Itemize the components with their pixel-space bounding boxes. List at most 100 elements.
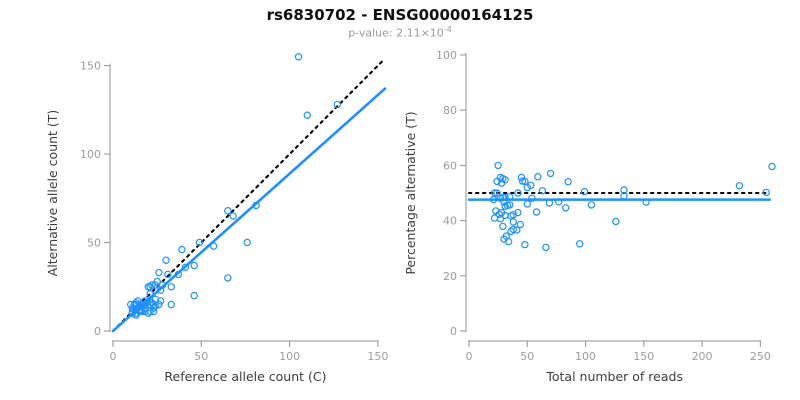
pvalue-text: p-value: 2.11×10 (348, 26, 444, 40)
data-point (506, 193, 514, 201)
data-point (224, 206, 232, 215)
x-tick-label: 0 (110, 350, 117, 363)
y-tick-label: 80 (443, 104, 457, 117)
x-axis-title: Reference allele count (C) (164, 369, 326, 384)
data-point (181, 263, 190, 271)
data-point (141, 304, 149, 312)
y-axis-title: Alternative allele count (T) (45, 110, 60, 277)
x-tick-label: 100 (279, 350, 300, 363)
x-axis-title: Total number of reads (545, 369, 683, 384)
data-point (506, 201, 514, 209)
fit-line (111, 87, 387, 333)
data-point (762, 188, 770, 197)
data-point (252, 201, 260, 210)
data-point (509, 225, 517, 234)
left-scatter-panel: 0 50 100 150 0 50 100 150 Reference allele count… (45, 53, 388, 384)
data-point (735, 182, 744, 190)
data-point (490, 214, 499, 222)
x-tick-label: 50 (194, 350, 208, 363)
data-point (523, 183, 532, 192)
data-point (555, 198, 563, 206)
x-tick-label: 150 (367, 350, 388, 363)
data-point (507, 212, 515, 220)
data-point (224, 274, 232, 282)
data-point (141, 297, 149, 305)
data-point (768, 162, 776, 171)
data-point (164, 270, 172, 279)
data-point (195, 238, 204, 247)
y-tick-label: 20 (443, 270, 457, 283)
data-point (513, 226, 521, 234)
data-point (532, 208, 541, 216)
data-point (516, 220, 525, 229)
data-point (156, 297, 165, 305)
data-point (499, 174, 507, 183)
y-tick-label: 60 (443, 159, 457, 172)
x-tick-label: 100 (575, 350, 596, 363)
data-point (499, 222, 507, 231)
data-point (542, 243, 550, 252)
data-point (243, 238, 251, 247)
data-point (528, 194, 536, 202)
x-tick-label: 150 (633, 350, 654, 363)
data-point (174, 270, 183, 279)
data-point (132, 299, 140, 307)
data-point (493, 177, 501, 186)
y-axis-title: Percentage alternative (T) (403, 111, 418, 274)
pvalue-exponent: -4 (443, 25, 452, 34)
data-point (153, 277, 161, 286)
data-point (155, 268, 163, 277)
data-point (514, 208, 522, 217)
identity-line (111, 57, 387, 333)
data-point (137, 302, 145, 310)
data-point (333, 100, 341, 109)
x-tick-label: 250 (750, 350, 771, 363)
data-point (162, 256, 170, 264)
data-point (167, 300, 175, 309)
data-point (534, 172, 542, 181)
data-point (490, 189, 499, 197)
data-point (501, 202, 509, 210)
data-point (564, 177, 572, 186)
data-point (190, 291, 198, 300)
data-point (494, 161, 502, 170)
data-point (521, 177, 529, 186)
data-point (130, 306, 138, 314)
data-point (546, 169, 555, 178)
data-point (148, 281, 156, 289)
data-point (620, 192, 628, 200)
data-point (155, 300, 163, 309)
data-point (576, 240, 584, 248)
data-point (642, 198, 650, 206)
data-point (521, 240, 529, 249)
data-point (294, 53, 303, 61)
y-tick-label: 50 (87, 237, 101, 250)
data-point (500, 198, 508, 206)
x-tick-label: 0 (466, 350, 473, 363)
data-point (209, 242, 218, 250)
y-tick-label: 0 (450, 325, 457, 338)
data-point (538, 187, 547, 195)
data-point (146, 290, 154, 298)
data-point (146, 307, 154, 316)
data-point (156, 286, 165, 294)
data-point (587, 201, 596, 209)
data-point (509, 218, 517, 226)
data-point (167, 283, 175, 291)
data-point (178, 245, 186, 254)
y-tick-label: 100 (436, 49, 457, 62)
y-tick-label: 0 (94, 325, 101, 338)
y-tick-label: 40 (443, 215, 457, 228)
data-point (523, 200, 532, 208)
y-tick-label: 100 (80, 148, 101, 161)
figure-subtitle: p-value: 2.11×10-4 (0, 25, 800, 40)
data-point (190, 261, 198, 270)
data-point (545, 199, 554, 207)
data-point (146, 283, 154, 291)
data-point (493, 189, 501, 197)
x-tick-label: 200 (692, 350, 713, 363)
data-point (151, 302, 160, 310)
x-tick-label: 50 (520, 350, 534, 363)
